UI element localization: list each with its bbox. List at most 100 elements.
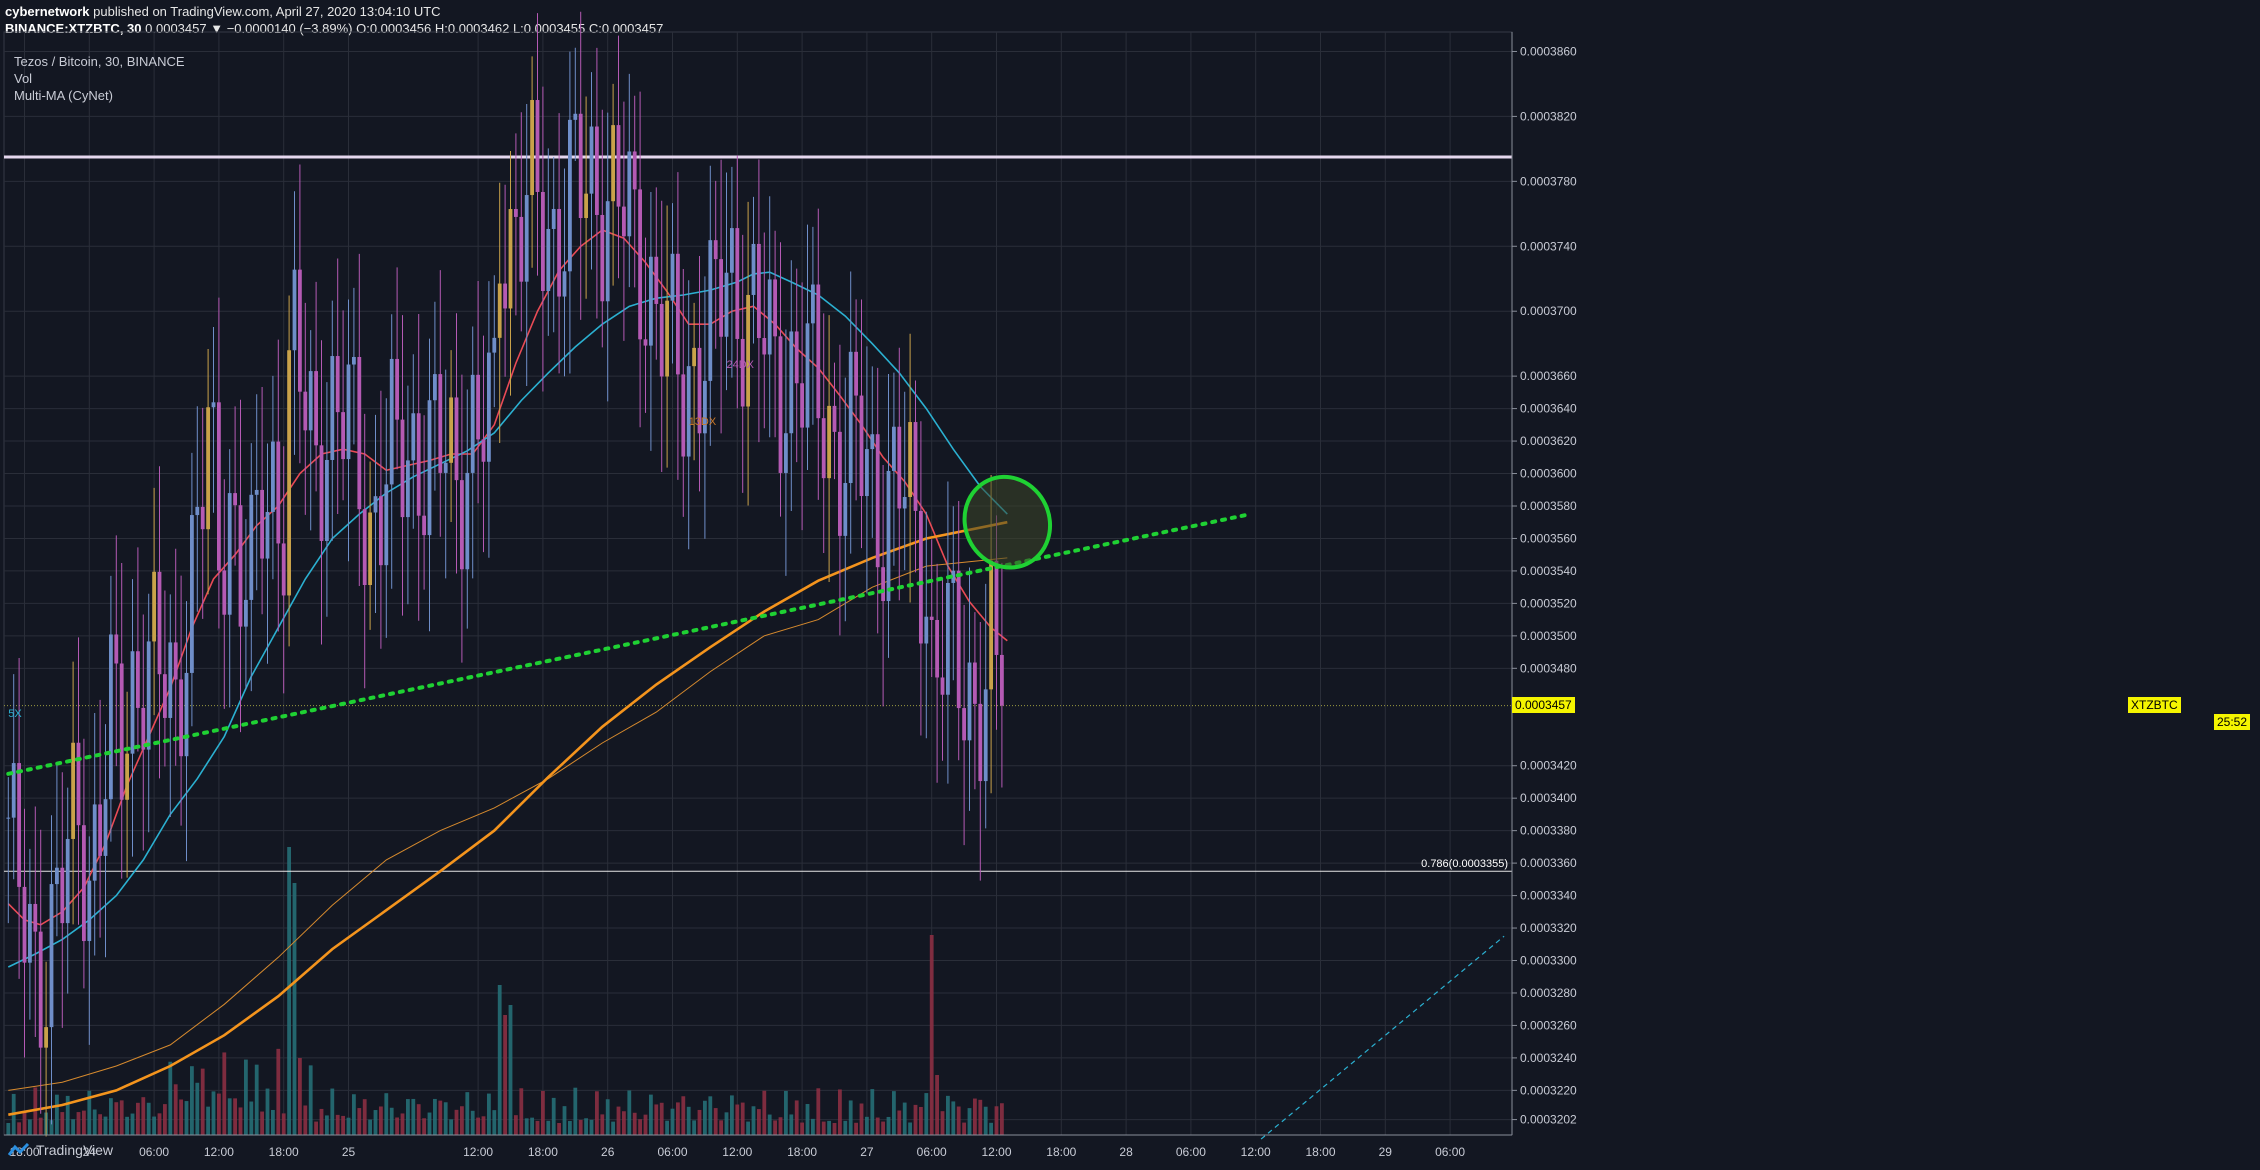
candle-body — [109, 634, 113, 800]
candle-body — [578, 113, 583, 219]
y-tick-label: 0.0003780 — [1520, 174, 1577, 188]
legend-volume[interactable]: Vol — [14, 71, 33, 86]
volume-bar — [746, 1121, 750, 1135]
volume-bar — [838, 1089, 842, 1135]
candle-body — [951, 570, 956, 583]
candle-body — [146, 641, 151, 750]
candle-body — [535, 100, 540, 192]
volume-bar — [254, 1064, 259, 1135]
candle-body — [940, 677, 945, 695]
volume-bar — [406, 1099, 410, 1135]
volume-bar — [681, 1096, 686, 1135]
volume-bar — [595, 1091, 599, 1135]
volume-bar — [870, 1089, 875, 1135]
candle-body — [708, 240, 713, 381]
candle-body — [751, 243, 756, 295]
volume-bar — [65, 1095, 70, 1135]
volume-bar — [778, 1117, 783, 1135]
volume-bar — [854, 1122, 858, 1135]
x-tick-label: 06:00 — [657, 1145, 687, 1159]
volume-bar — [465, 1092, 470, 1135]
volume-bar — [206, 1106, 210, 1135]
volume-bar — [303, 1105, 308, 1135]
candle-body — [233, 493, 237, 506]
x-tick-label: 18:00 — [1046, 1145, 1076, 1159]
candle-body — [983, 689, 988, 782]
brand-label: TradingView — [36, 1142, 114, 1158]
volume-bar — [238, 1107, 243, 1135]
volume-bar — [638, 1119, 642, 1135]
x-tick-label: 12:00 — [981, 1145, 1011, 1159]
volume-bar — [503, 1015, 507, 1135]
candle-body — [681, 374, 686, 457]
volume-bar — [200, 1068, 205, 1135]
candle-body — [438, 374, 443, 473]
candle-body — [422, 515, 426, 536]
volume-bar — [935, 1075, 939, 1135]
candle-body — [865, 449, 869, 497]
legend-symbol[interactable]: Tezos / Bitcoin, 30, BINANCE — [14, 54, 185, 69]
volume-bar — [962, 1122, 966, 1135]
volume-bar — [22, 1111, 27, 1135]
volume-bar — [670, 1108, 675, 1135]
candle-body — [573, 113, 578, 120]
candle-body — [794, 331, 799, 384]
volume-bar — [173, 1084, 178, 1135]
x-tick-label: 12:00 — [204, 1145, 234, 1159]
candle-body — [703, 380, 707, 434]
candle-body — [805, 323, 810, 428]
tradingview-brand[interactable]: TradingView — [8, 1142, 113, 1158]
candle-body — [71, 742, 75, 839]
volume-bar — [994, 1106, 999, 1135]
candle-body — [784, 433, 788, 473]
legend-multi-ma[interactable]: Multi-MA (CyNet) — [14, 88, 113, 103]
volume-bar — [357, 1108, 362, 1135]
candle-body — [168, 642, 173, 718]
candle-body — [735, 228, 740, 339]
volume-bar — [573, 1087, 578, 1135]
volume-bar — [946, 1095, 950, 1135]
candle-body — [962, 708, 966, 741]
y-tick-label: 0.0003240 — [1520, 1051, 1577, 1065]
volume-bar — [665, 1120, 669, 1135]
author-name[interactable]: cybernetwork — [5, 4, 90, 19]
countdown-tag: 25:52 — [2214, 713, 2251, 730]
volume-bar — [260, 1111, 264, 1135]
x-tick-label: 12:00 — [463, 1145, 493, 1159]
candle-body — [492, 337, 497, 353]
candle-body — [897, 426, 902, 509]
candle-body — [119, 663, 124, 800]
volume-bar — [832, 1122, 837, 1135]
x-tick-label: 06:00 — [917, 1145, 947, 1159]
candle-body — [827, 405, 831, 479]
volume-bar — [692, 1120, 696, 1135]
volume-bar — [897, 1110, 902, 1135]
candlesticks — [6, 11, 1004, 1137]
volume-bar — [411, 1098, 416, 1135]
candle-body — [195, 506, 200, 516]
candle-body — [17, 763, 21, 887]
volume-bar — [222, 1052, 227, 1135]
volume-bar — [892, 1091, 896, 1135]
candle-body — [298, 269, 302, 392]
drawings: 13DX 24DX 5X — [6, 359, 1505, 1140]
x-tick-label: 18:00 — [1305, 1145, 1335, 1159]
volume-bar — [92, 1109, 97, 1135]
volume-bar — [800, 1122, 804, 1135]
candle-body — [654, 256, 659, 304]
candle-body — [514, 209, 518, 217]
candle-body — [303, 391, 308, 431]
volume-bar — [87, 1090, 92, 1135]
candle-body — [341, 412, 345, 460]
volume-bar — [524, 1118, 529, 1135]
volume-bar — [276, 1048, 281, 1135]
y-tick-label: 0.0003560 — [1520, 531, 1577, 545]
volume-bar — [541, 1090, 545, 1135]
candle-body — [789, 331, 794, 434]
chart-annotation: 5X — [8, 708, 22, 720]
candle-body — [627, 151, 632, 237]
volume-bar — [908, 1122, 912, 1135]
candle-body — [179, 679, 183, 757]
candle-body — [416, 413, 421, 516]
